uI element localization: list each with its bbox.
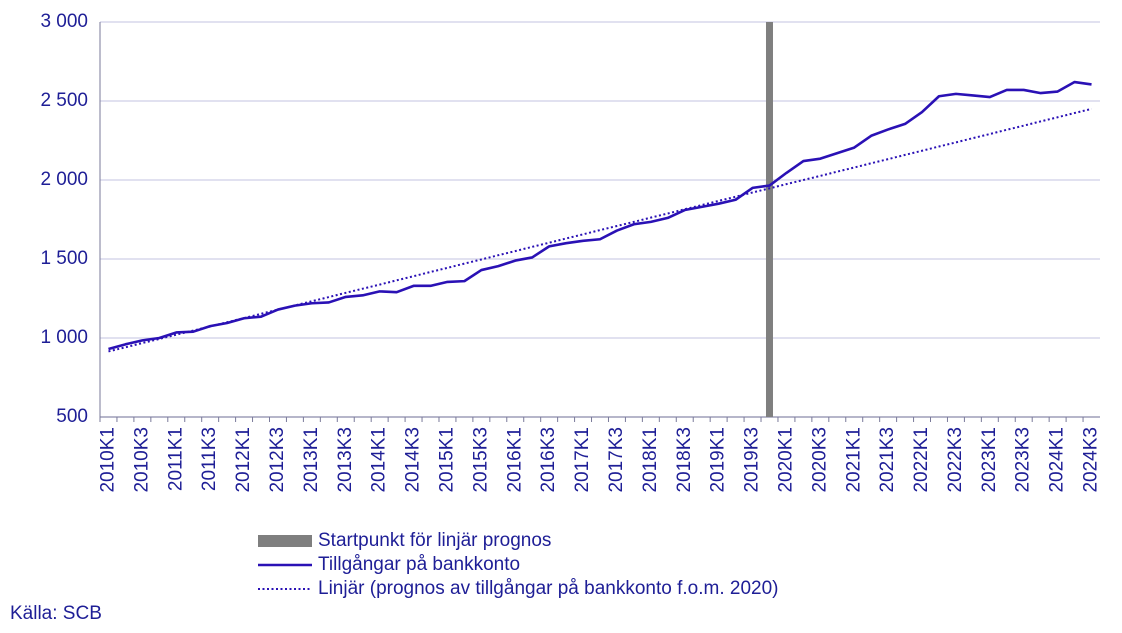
x-tick-label: 2019K1 xyxy=(708,427,729,493)
x-tick-label: 2012K1 xyxy=(233,427,254,493)
x-tick-label: 2019K3 xyxy=(742,427,763,493)
x-tick-label: 2022K1 xyxy=(911,427,932,493)
legend-text: Tillgångar på bankkonto xyxy=(318,554,520,575)
source: Källa: SCB xyxy=(10,603,102,624)
x-tick-label: 2017K3 xyxy=(606,427,627,493)
x-tick-label: 2018K1 xyxy=(640,427,661,493)
x-tick-label: 2011K3 xyxy=(199,427,220,491)
x-tick-label: 2014K3 xyxy=(403,427,424,493)
x-tick-label: 2020K3 xyxy=(809,427,830,493)
x-tick-label: 2016K3 xyxy=(538,427,559,493)
x-tick-label: 2022K3 xyxy=(945,427,966,493)
legend-text: Linjär (prognos av tillgångar på bankkon… xyxy=(318,578,779,599)
x-tick-label: 2018K3 xyxy=(674,427,695,493)
x-tick-label: 2021K1 xyxy=(843,427,864,493)
y-tick-label: 2 500 xyxy=(40,90,88,111)
x-tick-label: 2024K3 xyxy=(1081,427,1102,493)
x-tick-label: 2023K1 xyxy=(979,427,1000,493)
legend-text: Startpunkt för linjär prognos xyxy=(318,530,551,551)
line xyxy=(108,107,1092,353)
x-tick-label: 2024K1 xyxy=(1047,427,1068,493)
y-tick-label: 2 000 xyxy=(40,169,88,190)
x-tick-label: 2021K3 xyxy=(877,427,898,493)
x-tick-label: 2013K1 xyxy=(301,427,322,493)
x-tick-label: 2023K3 xyxy=(1013,427,1034,493)
x-tick-label: 2013K3 xyxy=(335,427,356,493)
legend-swatch xyxy=(258,535,312,547)
x-tick-label: 2015K3 xyxy=(470,427,491,493)
y-tick-label: 1 000 xyxy=(40,327,88,348)
x-tick-label: 2017K1 xyxy=(572,427,593,493)
y-tick-label: 1 500 xyxy=(40,248,88,269)
x-tick-label: 2014K1 xyxy=(369,427,390,493)
y-tick-label: 500 xyxy=(56,406,88,427)
x-tick-label: 2010K1 xyxy=(97,427,118,493)
x-tick-label: 2010K3 xyxy=(131,427,152,493)
x-tick-label: 2015K1 xyxy=(436,427,457,493)
y-tick-label: 3 000 xyxy=(40,11,88,32)
x-tick-label: 2016K1 xyxy=(504,427,525,493)
x-tick-label: 2012K3 xyxy=(267,427,288,493)
x-tick-label: 2020K1 xyxy=(775,427,796,493)
bar xyxy=(765,22,773,417)
line xyxy=(108,80,1092,351)
x-tick-label: 2011K1 xyxy=(165,427,186,491)
